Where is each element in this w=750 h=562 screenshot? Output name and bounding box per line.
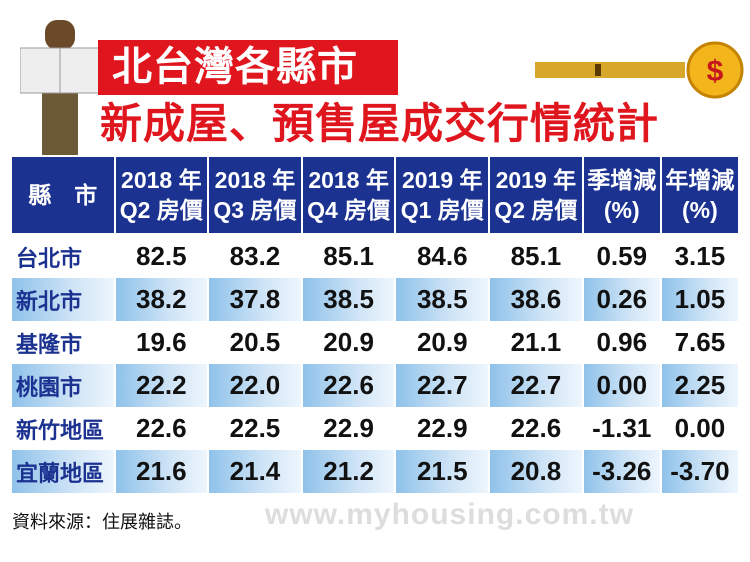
value-cell: 37.8 — [209, 278, 301, 321]
value-cell: 38.5 — [302, 278, 395, 321]
value-cell: 84.6 — [416, 241, 468, 271]
county-cell: 桃園市 — [12, 364, 114, 407]
value-cell: 1.05 — [661, 278, 738, 321]
table-row: 新北市 38.2 37.8 38.5 38.5 38.6 0.26 1.05 — [12, 278, 738, 321]
value-cell: 20.9 — [416, 327, 468, 357]
column-header: 2018 年 Q4 房價 — [302, 155, 395, 235]
county-cell: 宜蘭地區 — [12, 450, 114, 493]
value-cell: 0.59 — [596, 241, 648, 271]
value-cell: 22.9 — [323, 413, 374, 443]
value-cell: 22.5 — [229, 413, 281, 443]
value-cell: 0.00 — [674, 413, 726, 443]
column-header: 2019 年 Q2 房價 — [490, 155, 582, 235]
column-header: 季增減 (%) — [583, 155, 660, 235]
value-cell: 85.1 — [510, 241, 562, 271]
column-header: 縣 市 — [12, 155, 114, 235]
county-cell: 新北市 — [12, 278, 114, 321]
table-row: 基隆市 19.6 20.5 20.9 20.9 21.1 0.96 7.65 — [12, 321, 738, 364]
value-cell: 20.5 — [229, 327, 281, 357]
value-cell: 82.5 — [136, 241, 187, 271]
value-cell: 38.2 — [115, 278, 208, 321]
value-cell: 22.6 — [510, 413, 562, 443]
value-cell: 85.1 — [323, 241, 374, 271]
value-cell: 21.2 — [302, 450, 395, 493]
value-cell: 21.1 — [510, 327, 562, 357]
table-row: 台北市 82.5 83.2 85.1 84.6 85.1 0.59 3.15 — [12, 235, 738, 278]
county-cell: 新竹地區 — [16, 417, 105, 443]
title-line-1: 北台灣各縣市 — [98, 40, 398, 95]
value-cell: 7.65 — [674, 327, 726, 357]
value-cell: 22.0 — [209, 364, 301, 407]
county-cell: 台北市 — [16, 245, 83, 271]
value-cell: 20.9 — [323, 327, 374, 357]
newspaper-reader-illustration — [20, 20, 100, 166]
key-coin-icon: $ — [535, 41, 744, 99]
value-cell: 21.4 — [209, 450, 301, 493]
value-cell: 0.26 — [583, 278, 660, 321]
watermark: www.myhousing.com.tw — [265, 498, 634, 531]
value-cell: 22.7 — [396, 364, 489, 407]
value-cell: -3.70 — [661, 450, 738, 493]
value-cell: 2.25 — [661, 364, 738, 407]
svg-text:$: $ — [707, 55, 724, 88]
value-cell: 22.6 — [302, 364, 395, 407]
value-cell: 83.2 — [229, 241, 281, 271]
value-cell: 22.6 — [136, 413, 187, 443]
value-cell: 0.00 — [583, 364, 660, 407]
table-row: 新竹地區 22.6 22.5 22.9 22.9 22.6 -1.31 0.00 — [12, 407, 738, 450]
value-cell: 22.2 — [115, 364, 208, 407]
value-cell: 38.6 — [490, 278, 582, 321]
column-header: 2018 年 Q3 房價 — [209, 155, 301, 235]
value-cell: 38.5 — [396, 278, 489, 321]
value-cell: 22.7 — [490, 364, 582, 407]
value-cell: 0.96 — [596, 327, 648, 357]
value-cell: 21.5 — [396, 450, 489, 493]
column-header: 2019 年 Q1 房價 — [396, 155, 489, 235]
table-row: 桃園市 22.2 22.0 22.6 22.7 22.7 0.00 2.25 — [12, 364, 738, 407]
source-note: 資料來源：住展雜誌。 — [12, 512, 192, 532]
column-header: 2018 年 Q2 房價 — [115, 155, 208, 235]
value-cell: 3.15 — [674, 241, 726, 271]
county-cell: 基隆市 — [16, 331, 83, 357]
value-cell: 20.8 — [490, 450, 582, 493]
value-cell: -1.31 — [592, 413, 652, 443]
title-line-2: 新成屋、預售屋成交行情統計 — [100, 100, 660, 147]
table-row: 宜蘭地區 21.6 21.4 21.2 21.5 20.8 -3.26 -3.70 — [12, 450, 738, 493]
value-cell: -3.26 — [583, 450, 660, 493]
value-cell: 21.6 — [115, 450, 208, 493]
price-table: 縣 市 2018 年 Q2 房價 2018 年 Q3 房價 2018 年 Q4 房價 2… — [10, 155, 740, 493]
value-cell: 19.6 — [136, 327, 187, 357]
value-cell: 22.9 — [416, 413, 468, 443]
column-header: 年增減 (%) — [661, 155, 738, 235]
